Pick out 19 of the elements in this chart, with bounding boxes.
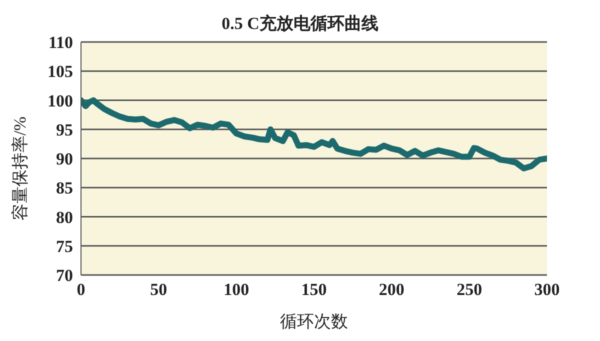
y-tick-label: 95 bbox=[56, 120, 73, 140]
x-tick-label: 0 bbox=[76, 280, 86, 300]
y-axis-title: 容量保持率/% bbox=[10, 116, 30, 220]
chart-title: 0.5 C充放电循环曲线 bbox=[220, 13, 380, 35]
y-tick-label: 90 bbox=[56, 150, 73, 169]
y-tick-label: 70 bbox=[56, 266, 73, 286]
x-tick-label: 150 bbox=[301, 280, 327, 300]
y-tick-label: 100 bbox=[48, 91, 73, 110]
y-tick-label: 85 bbox=[56, 178, 73, 198]
x-axis-title: 循环次数 bbox=[279, 311, 349, 333]
y-tick-label: 110 bbox=[48, 33, 73, 52]
y-tick-label: 80 bbox=[56, 208, 73, 227]
x-tick-label: 100 bbox=[224, 280, 250, 300]
x-tick-label: 50 bbox=[150, 280, 168, 300]
y-tick-label: 75 bbox=[56, 236, 73, 256]
x-tick-label: 300 bbox=[534, 280, 560, 300]
y-tick-label: 105 bbox=[48, 62, 73, 82]
x-tick-label: 250 bbox=[456, 280, 482, 300]
x-tick-label: 200 bbox=[378, 280, 404, 300]
